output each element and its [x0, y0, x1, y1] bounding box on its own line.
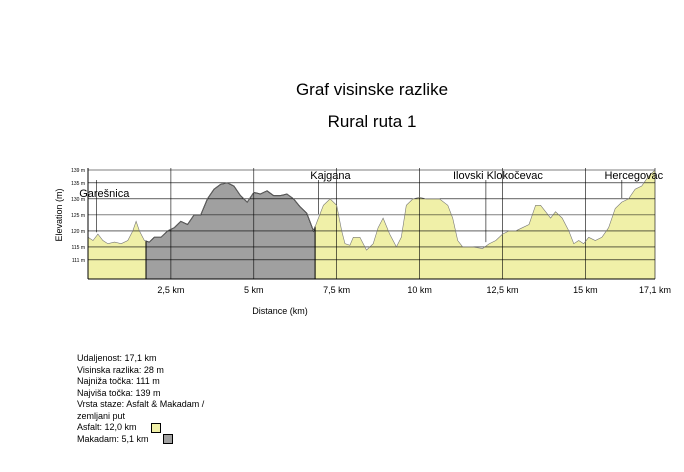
y-tick-label-0: 111 m [72, 258, 85, 264]
summary-elevation-diff: Visinska razlika: 28 m [77, 364, 164, 375]
x-tick-label-1: 5 km [244, 285, 264, 295]
summary-lowest: Najniža točka: 111 m [77, 376, 160, 386]
legend-gravel: Makadam: 5,1 km [77, 434, 204, 446]
y-tick-label-4: 130 m [71, 197, 85, 203]
summary-surface-1: Vrsta staze: Asfalt & Makadam / [77, 399, 205, 409]
y-tick-label-3: 125 m [71, 213, 85, 219]
waypoint-label-1: Kajgana [310, 170, 351, 182]
y-tick-label-2: 120 m [71, 229, 85, 235]
y-tick-label-5: 135 m [71, 181, 85, 187]
x-tick-label-6: 17,1 km [639, 285, 671, 295]
legend-gravel-label: Makadam: 5,1 km [77, 433, 149, 444]
chart-subtitle: Rural ruta 1 [327, 112, 417, 131]
summary-distance: Udaljenost: 17,1 km [77, 353, 157, 363]
waypoint-label-2: Ilovski Klokočevac [453, 170, 543, 182]
summary-surface-2: zemljani put [77, 410, 126, 421]
legend-gravel-swatch [162, 434, 173, 445]
legend-asphalt: Asfalt: 12,0 km [77, 422, 204, 434]
summary-highest: Najviša točka: 139 m [77, 387, 161, 398]
waypoint-label-3: Hercegovac [604, 170, 663, 182]
waypoint-label-0: Garešnica [79, 188, 130, 200]
x-tick-label-3: 10 km [407, 285, 432, 295]
profile-line [87, 169, 656, 251]
x-axis-label: Distance (km) [252, 306, 308, 316]
chart-title: Graf visinske razlike [295, 80, 449, 99]
legend-asphalt-swatch [150, 422, 161, 433]
x-tick-label-2: 7,5 km [323, 285, 350, 295]
x-tick-label-4: 12,5 km [486, 285, 518, 295]
y-axis-label: Elevation (m) [54, 188, 64, 241]
route-summary: Udaljenost: 17,1 km Visinska razlika: 28… [77, 353, 204, 445]
y-tick-label-1: 115 m [71, 245, 85, 251]
y-tick-label-6: 139 m [71, 168, 85, 174]
x-tick-label-0: 2,5 km [157, 285, 184, 295]
x-tick-label-5: 15 km [573, 285, 598, 295]
legend-asphalt-label: Asfalt: 12,0 km [77, 422, 137, 432]
